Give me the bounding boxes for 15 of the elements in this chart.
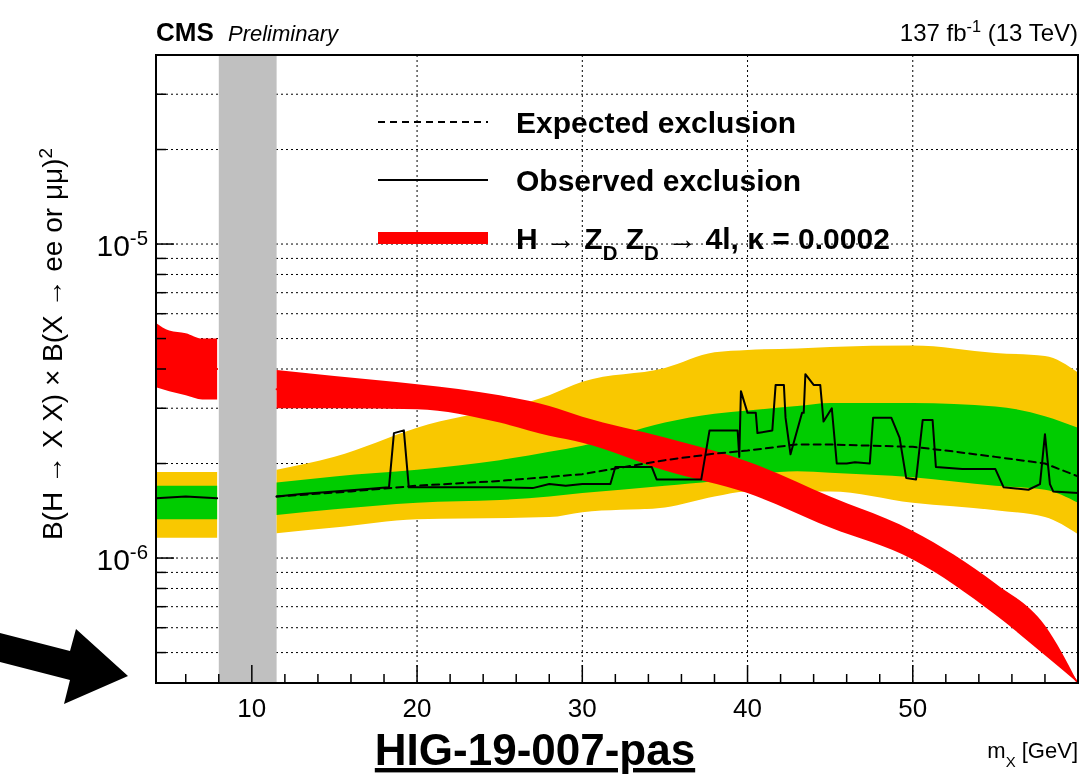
x-tick-label: 50 bbox=[898, 693, 928, 723]
y-tick-label: 10$^{-6}$ bbox=[96, 541, 148, 577]
x-tick-label: 40 bbox=[733, 693, 762, 723]
x-tick-label: 20 bbox=[402, 693, 432, 723]
legend-label: H → Z$_{D}$ Z$_{D}$ → 4l, κ = 0.0002 bbox=[516, 222, 890, 264]
text: HIG-19-007-pas bbox=[374, 725, 696, 774]
legend-label: Expected exclusion bbox=[516, 106, 797, 139]
x-axis-title: m$_{X}$ [GeV] bbox=[987, 738, 1078, 770]
chart-title: CMS bbox=[156, 17, 214, 47]
y-tick-label: 10$^{-5}$ bbox=[96, 227, 148, 263]
chart-subtitle: Preliminary bbox=[228, 21, 341, 46]
x-tick-label: 10 bbox=[237, 693, 267, 723]
x-tick-label: 30 bbox=[567, 693, 597, 723]
legend-label: Observed exclusion bbox=[516, 164, 802, 197]
text: 137 fb$^{-1}$ (13 TeV) bbox=[899, 17, 1078, 46]
